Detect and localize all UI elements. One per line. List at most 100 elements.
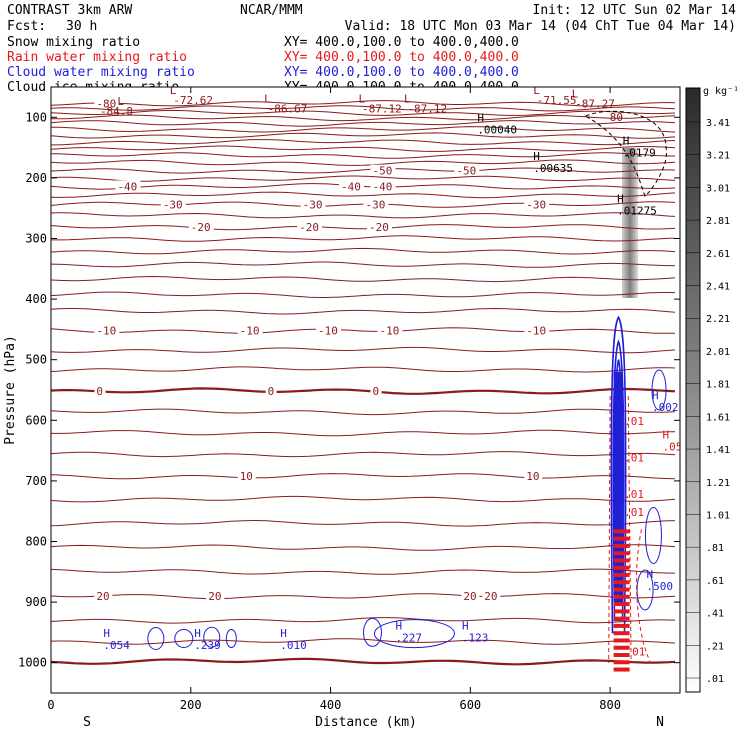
rain-water-band: [613, 660, 630, 665]
isotherm-label-bg: [94, 385, 106, 397]
min-label: -84.8: [100, 105, 133, 118]
max-label: .500: [646, 580, 673, 593]
rain-water-band: [613, 645, 630, 650]
colorbar-label: .01: [706, 674, 724, 685]
rain-water-band: [613, 580, 630, 585]
isotherm-line: [51, 145, 676, 152]
isotherm-label-bg: [370, 385, 382, 397]
isotherm-line: [51, 201, 676, 208]
isotherm-line: [51, 139, 676, 146]
x-axis-label: Distance (km): [315, 715, 417, 730]
cloud-water-blob: [147, 626, 165, 650]
legend-name: Rain water mixing ratio: [7, 50, 187, 65]
max-label: .01: [624, 415, 644, 428]
isotherm-label-bg: [524, 198, 550, 210]
colorbar-label: 2.01: [706, 347, 730, 358]
north-label: N: [656, 715, 664, 730]
isotherm-line: [51, 568, 675, 575]
isotherm-line: [51, 327, 676, 334]
fcst-label: Fcst:: [7, 19, 46, 34]
isotherm-line: [51, 100, 676, 107]
isotherm-label-bg: [188, 220, 214, 232]
isotherm-label: -20: [191, 221, 211, 234]
high-marker: H: [533, 150, 540, 163]
colorbar-label: .41: [706, 609, 724, 620]
min-label: -80: [603, 111, 623, 124]
isotherm-line: [51, 105, 676, 112]
isotherm-label: 0: [372, 385, 379, 398]
isotherm-line: [51, 152, 675, 159]
y-tick-label: 600: [25, 413, 47, 427]
rain-water-contour: [608, 396, 611, 663]
isotherm-line: [51, 451, 676, 458]
high-marker: H: [194, 627, 201, 640]
south-label: S: [83, 715, 91, 730]
isotherm-label-bg: [315, 324, 341, 336]
max-label: .010: [280, 639, 307, 652]
rain-water-band: [613, 558, 630, 563]
isotherm-label-bg: [366, 220, 392, 232]
isotherm-line: [51, 132, 676, 139]
isotherm-line: [51, 291, 676, 298]
init-time: Init: 12 UTC Sun 02 Mar 14: [533, 3, 737, 18]
isotherm-label: 20: [208, 590, 221, 603]
colorbar-label: .81: [706, 543, 724, 554]
rain-water-band: [613, 594, 630, 599]
max-label: .0179: [623, 147, 656, 160]
high-marker: H: [663, 429, 670, 442]
isotherm-line: [51, 114, 676, 122]
isotherm-label-bg: [363, 198, 389, 210]
isotherm-label-bg: [482, 590, 501, 602]
min-label: -71.55: [537, 94, 577, 107]
isotherm-line: [51, 275, 676, 283]
colorbar-label: 3.21: [706, 151, 730, 162]
high-marker: H: [280, 627, 287, 640]
low-marker: L: [404, 92, 411, 105]
isotherm-line: [51, 175, 676, 182]
valid-time: Valid: 18 UTC Mon 03 Mar 14 (04 ChT Tue …: [345, 19, 736, 34]
isotherm-label: 20: [96, 590, 109, 603]
cloud-ice-contour: [584, 110, 667, 197]
isotherm-label-bg: [115, 180, 141, 192]
rain-water-contours: [608, 396, 652, 672]
isotherm-label: 20: [484, 590, 497, 603]
rain-water-band: [613, 667, 630, 672]
legend-name: Snow mixing ratio: [7, 35, 140, 50]
isotherm-label: 20: [463, 590, 476, 603]
cloud-water-contour: [612, 339, 625, 622]
colorbar-label: 1.21: [706, 478, 730, 489]
isotherm-label-bg: [370, 164, 396, 176]
isotherm-line: [51, 346, 676, 354]
isotherm-label: -30: [303, 199, 323, 212]
low-marker: L: [117, 95, 124, 108]
isotherm-label-bg: [265, 385, 277, 397]
colorbar-label: 2.21: [706, 314, 730, 325]
isotherm-label: -10: [96, 325, 116, 338]
legend-name: Cloud water mixing ratio: [7, 65, 195, 80]
max-label: .00040: [477, 124, 517, 137]
colorbar-fill: [685, 87, 701, 693]
isotherm-line: [51, 495, 676, 503]
isotherm-label: -30: [163, 199, 183, 212]
rain-water-band: [613, 587, 630, 592]
colorbar-label: 1.61: [706, 412, 730, 423]
cloud-water-core: [613, 371, 623, 603]
high-marker: H: [652, 389, 659, 402]
rain-water-band: [613, 631, 630, 636]
isotherm-line: [51, 429, 676, 437]
rain-water-band: [613, 638, 630, 643]
isotherm-line: [51, 120, 676, 127]
y-tick-label: 800: [25, 535, 47, 549]
isotherm-line: [51, 387, 676, 395]
rain-water-band: [613, 565, 630, 570]
isotherm-line: [51, 109, 676, 116]
cloud-water-blob: [651, 369, 667, 411]
x-tick-label: 0: [47, 698, 54, 712]
plot-content: -80-50 -50-40 -40 -40-30 -30 -30 -30-20 -20 -20-…: [51, 87, 690, 672]
isotherm-label-bg: [160, 198, 186, 210]
rain-water-band: [613, 551, 630, 556]
isotherm-label: -20: [299, 221, 319, 234]
isotherm-label: -40: [117, 180, 137, 193]
max-label: .053: [663, 441, 690, 454]
